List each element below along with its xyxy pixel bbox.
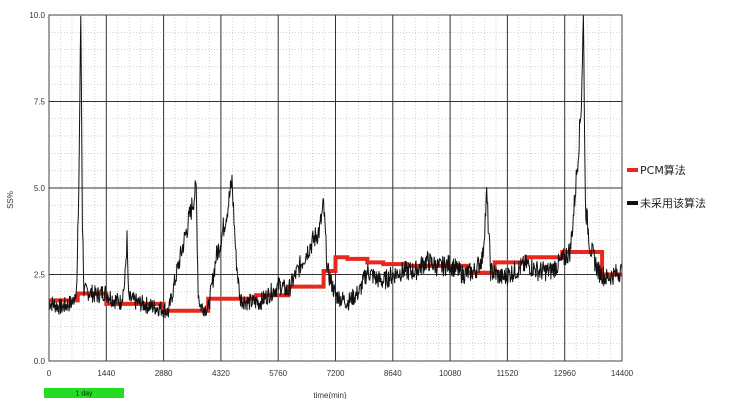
legend-swatch-baseline bbox=[627, 201, 638, 205]
x-tick-label: 4320 bbox=[212, 369, 230, 378]
y-axis-title: SS% bbox=[6, 191, 15, 209]
legend-swatch-pcm bbox=[627, 168, 638, 172]
x-tick-label: 8640 bbox=[384, 369, 402, 378]
x-range-badge-label: 1 day bbox=[75, 391, 93, 398]
legend: PCM算法 未采用该算法 bbox=[627, 163, 706, 210]
series-layer bbox=[48, 14, 623, 319]
legend-label-baseline: 未采用该算法 bbox=[640, 196, 706, 210]
x-axis-title: time(min) bbox=[313, 391, 347, 399]
legend-label-pcm: PCM算法 bbox=[640, 163, 686, 177]
x-tick-label: 11520 bbox=[497, 369, 519, 378]
x-tick-label: 2880 bbox=[155, 369, 173, 378]
y-tick-labels: 0.0 2.5 5.0 7.5 10.0 bbox=[29, 11, 45, 366]
y-tick-label: 10.0 bbox=[29, 11, 45, 20]
plot-frame bbox=[48, 14, 623, 362]
x-tick-label: 14400 bbox=[611, 369, 634, 378]
x-tick-label: 12960 bbox=[554, 369, 577, 378]
x-tick-label: 1440 bbox=[97, 369, 115, 378]
x-tick-labels: 0 1440 2880 4320 5760 7200 8640 10080 11520 12960… bbox=[47, 369, 634, 378]
x-range-badge bbox=[44, 388, 124, 398]
y-tick-label: 2.5 bbox=[34, 271, 46, 280]
series-baseline-line bbox=[48, 14, 623, 319]
x-tick-label: 5760 bbox=[269, 369, 287, 378]
x-tick-label: 7200 bbox=[327, 369, 345, 378]
y-tick-label: 0.0 bbox=[34, 357, 46, 366]
x-tick-label: 0 bbox=[47, 369, 52, 378]
y-tick-label: 7.5 bbox=[34, 98, 46, 107]
y-tick-label: 5.0 bbox=[34, 184, 46, 193]
x-tick-label: 10080 bbox=[439, 369, 462, 378]
